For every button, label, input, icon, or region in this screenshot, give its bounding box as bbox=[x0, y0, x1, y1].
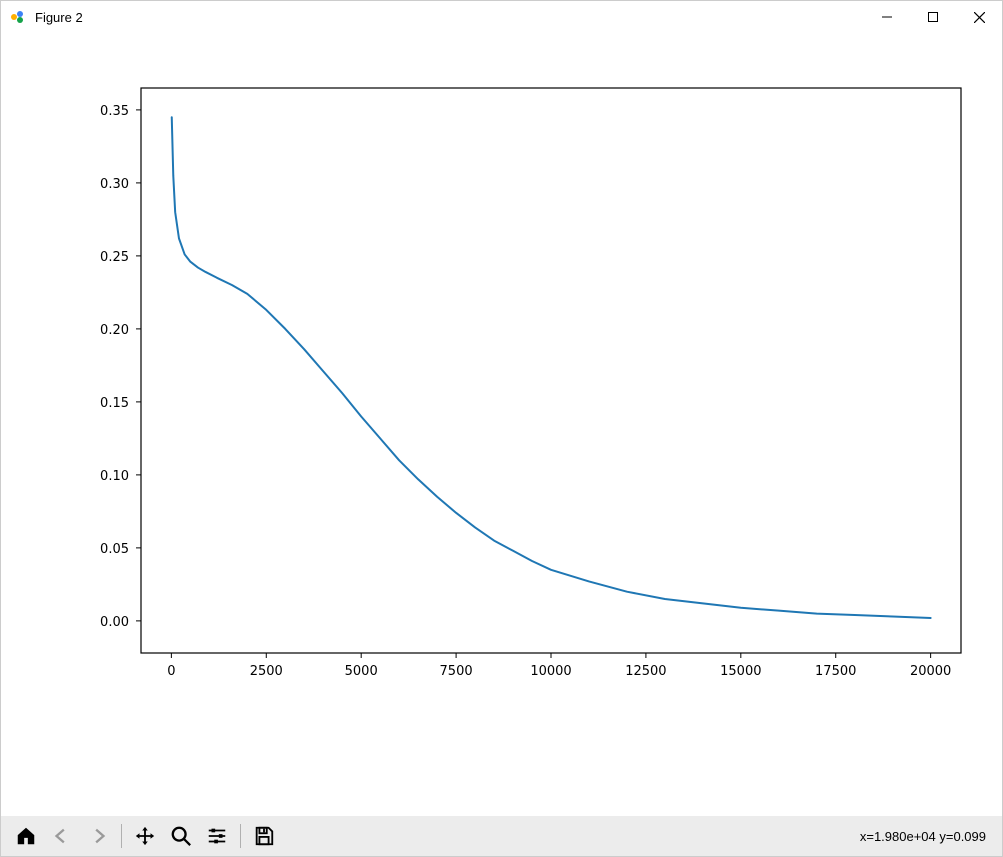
configure-icon bbox=[206, 825, 228, 847]
svg-text:0.30: 0.30 bbox=[100, 177, 129, 192]
home-button[interactable] bbox=[11, 821, 41, 851]
window-controls bbox=[864, 1, 1002, 33]
figure-canvas[interactable]: 0 2500 5000 7500 10000 12500 15000 17500 20000 0.… bbox=[1, 33, 1002, 816]
close-button[interactable] bbox=[956, 1, 1002, 33]
svg-text:0.15: 0.15 bbox=[100, 396, 129, 411]
forward-icon bbox=[87, 825, 109, 847]
configure-button[interactable] bbox=[202, 821, 232, 851]
svg-text:0.35: 0.35 bbox=[100, 104, 129, 119]
minimize-button[interactable] bbox=[864, 1, 910, 33]
svg-text:15000: 15000 bbox=[720, 664, 761, 679]
home-icon bbox=[15, 825, 37, 847]
pan-icon bbox=[134, 825, 156, 847]
svg-text:0: 0 bbox=[167, 664, 175, 679]
save-icon bbox=[253, 825, 275, 847]
save-button[interactable] bbox=[249, 821, 279, 851]
svg-text:0.20: 0.20 bbox=[100, 323, 129, 338]
svg-text:0.25: 0.25 bbox=[100, 250, 129, 265]
maximize-button[interactable] bbox=[910, 1, 956, 33]
svg-text:0.10: 0.10 bbox=[100, 469, 129, 484]
pan-button[interactable] bbox=[130, 821, 160, 851]
chart-svg: 0 2500 5000 7500 10000 12500 15000 17500 20000 0.… bbox=[1, 33, 1002, 816]
zoom-icon bbox=[170, 825, 192, 847]
svg-text:7500: 7500 bbox=[440, 664, 473, 679]
svg-text:5000: 5000 bbox=[345, 664, 378, 679]
svg-text:20000: 20000 bbox=[910, 664, 951, 679]
toolbar-separator bbox=[240, 824, 241, 848]
svg-text:0.00: 0.00 bbox=[100, 615, 129, 630]
back-button[interactable] bbox=[47, 821, 77, 851]
svg-text:0.05: 0.05 bbox=[100, 542, 129, 557]
svg-text:17500: 17500 bbox=[815, 664, 856, 679]
svg-text:12500: 12500 bbox=[625, 664, 666, 679]
cursor-coordinates: x=1.980e+04 y=0.099 bbox=[860, 829, 992, 844]
window-title: Figure 2 bbox=[35, 10, 83, 25]
zoom-button[interactable] bbox=[166, 821, 196, 851]
matplotlib-toolbar: x=1.980e+04 y=0.099 bbox=[1, 816, 1002, 856]
window-titlebar: Figure 2 bbox=[1, 1, 1002, 33]
toolbar-separator bbox=[121, 824, 122, 848]
svg-text:2500: 2500 bbox=[250, 664, 283, 679]
back-icon bbox=[51, 825, 73, 847]
forward-button[interactable] bbox=[83, 821, 113, 851]
svg-text:10000: 10000 bbox=[530, 664, 571, 679]
app-icon bbox=[9, 8, 27, 26]
